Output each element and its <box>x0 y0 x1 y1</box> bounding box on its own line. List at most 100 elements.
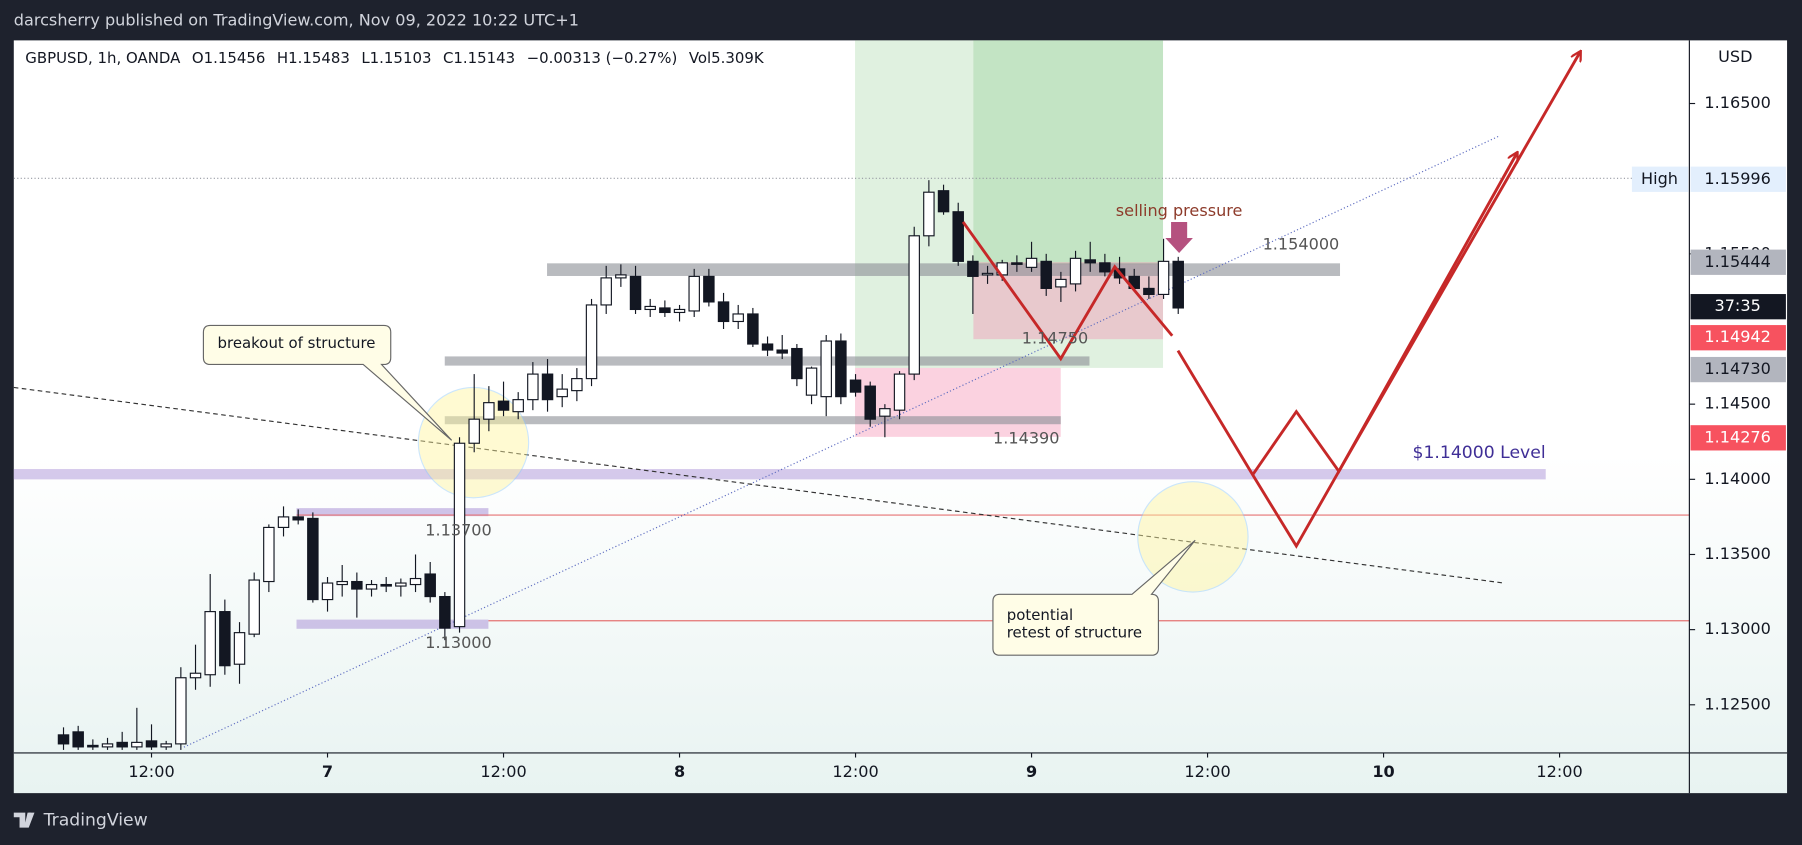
x-tick-label: 12:00 <box>1184 762 1230 781</box>
currency: USD <box>1718 47 1752 66</box>
candle-body <box>57 734 70 745</box>
legend-value: H1.15483 <box>277 49 350 67</box>
candle-body <box>175 677 187 745</box>
level-bar <box>547 263 1341 276</box>
candle-body <box>937 190 950 213</box>
candle-body <box>879 408 891 417</box>
candle-body <box>585 304 598 380</box>
candles <box>57 180 1184 750</box>
price-label: 1.15996 <box>1704 169 1771 188</box>
candle-body <box>747 313 759 345</box>
candle-body <box>248 579 260 635</box>
level-bar <box>444 416 1061 425</box>
target-zone <box>973 40 1164 265</box>
candle-body <box>512 399 524 413</box>
legend-value: L1.15103 <box>361 49 431 67</box>
callout <box>202 324 453 441</box>
candle-body <box>541 373 554 401</box>
range-bar <box>296 508 489 517</box>
ohlc-legend: GBPUSD, 1h, OANDA O1.15456 H1.15483 L1.1510… <box>25 49 765 67</box>
projection-path <box>1251 52 1581 476</box>
candle-body <box>1025 257 1038 268</box>
level-bar <box>13 469 1546 480</box>
candle-body <box>629 275 642 311</box>
attribution: darcsherry published on TradingView.com,… <box>14 10 579 29</box>
x-tick-label: 12:00 <box>480 762 526 781</box>
price-label-box <box>1690 166 1786 192</box>
range-bar <box>296 619 489 629</box>
candle-body <box>556 388 568 398</box>
candle-body <box>72 731 84 748</box>
candle-body <box>644 305 656 311</box>
projection-path <box>961 221 1174 362</box>
trend-line <box>13 386 1503 584</box>
candle-body <box>277 516 290 528</box>
candle-body <box>409 577 422 586</box>
price-label: 1.14730 <box>1704 359 1771 378</box>
candle-body <box>673 308 686 314</box>
candle-body <box>600 277 612 306</box>
pressure-arrow <box>1165 221 1193 253</box>
candle-body <box>615 274 627 279</box>
candle-body <box>307 517 319 601</box>
candle-body <box>717 301 730 323</box>
candle-body <box>189 672 202 679</box>
candle-body <box>864 385 876 420</box>
candle-body <box>952 211 964 262</box>
candle-body <box>365 583 378 590</box>
candle-body <box>688 275 700 312</box>
candle-body <box>204 611 216 676</box>
candle-body <box>497 400 510 411</box>
candle-body <box>468 418 480 444</box>
candle-body <box>1069 257 1082 285</box>
candle-body <box>1040 260 1052 289</box>
annotation: 1.14750 <box>1022 329 1089 348</box>
logo <box>27 812 33 818</box>
candle-body <box>908 235 920 375</box>
candle-body <box>160 743 172 748</box>
annotation: 1.154000 <box>1263 234 1340 253</box>
candle-body <box>292 516 304 521</box>
candle-body <box>483 402 495 420</box>
candle-body <box>101 743 114 748</box>
candle-body <box>233 632 246 665</box>
countdown: 37:35 <box>1714 296 1760 315</box>
x-tick-label: 7 <box>322 762 333 781</box>
legend-value: C1.15143 <box>443 49 515 67</box>
callout-text: breakout of structure <box>218 334 376 352</box>
candle-body <box>263 526 275 583</box>
countdown-box <box>1690 294 1786 320</box>
trend-line <box>183 135 1500 748</box>
price-label: 1.14276 <box>1704 427 1771 446</box>
candle-body <box>820 340 832 398</box>
price-tag-box <box>1631 166 1689 192</box>
callout-text: retest of structure <box>1007 623 1142 641</box>
callout <box>992 539 1196 656</box>
candle-body <box>1084 259 1096 264</box>
price-tag: High <box>1641 169 1678 188</box>
y-tick-label: 1.16500 <box>1704 93 1771 112</box>
x-tick-label: 12:00 <box>832 762 878 781</box>
candle-body <box>776 349 788 354</box>
candle-body <box>87 744 99 748</box>
x-tick-label: 9 <box>1026 762 1037 781</box>
candle-body <box>527 373 539 401</box>
candle-body <box>571 378 583 392</box>
price-label: 1.15444 <box>1704 252 1771 271</box>
annotation: $1.14000 Level <box>1413 443 1546 463</box>
y-tick-label: 1.13500 <box>1704 544 1771 563</box>
candle-body <box>424 573 436 598</box>
candle-body <box>219 611 231 667</box>
price-label-box <box>1690 356 1786 383</box>
axes: 1.125001.130001.135001.140001.145001.155… <box>128 93 1786 781</box>
candle-body <box>131 741 143 748</box>
candle-body <box>145 740 158 748</box>
candle-body <box>1011 262 1023 265</box>
candle-body <box>336 580 348 586</box>
callout-text: potential <box>1007 606 1073 624</box>
candle-body <box>703 275 715 303</box>
annotation: 1.13700 <box>425 521 492 540</box>
candle-body <box>380 583 392 587</box>
